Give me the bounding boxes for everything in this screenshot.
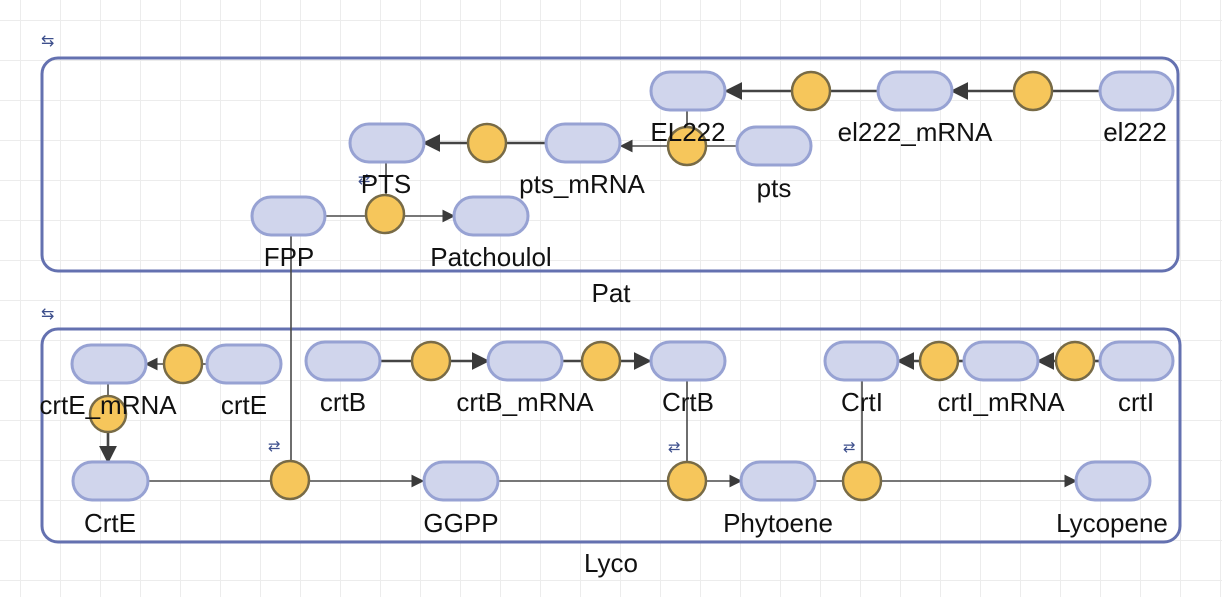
process-crtE-translation[interactable] <box>88 394 128 434</box>
process-ggpp-synthesis[interactable] <box>269 459 311 501</box>
compartment-label-pat: Pat <box>591 278 631 308</box>
species-node-crtE-mrna[interactable] <box>70 343 148 385</box>
species-label-CrtE: CrtE <box>84 508 136 538</box>
compartment-pat[interactable] <box>40 56 1180 273</box>
process-el222-translation[interactable] <box>790 70 832 112</box>
process-crtI-transcription[interactable] <box>1054 340 1096 382</box>
species-node-GGPP[interactable] <box>422 460 500 502</box>
cycle-arrows-icon: ⇆ <box>41 304 54 323</box>
compartment-label-lyco: Lyco <box>584 548 638 578</box>
species-label-FPP: FPP <box>264 242 315 272</box>
compartment-lyco[interactable] <box>40 327 1182 544</box>
species-label-Patchoulol: Patchoulol <box>430 242 551 272</box>
species-node-Lycopene[interactable] <box>1074 460 1152 502</box>
species-label-EL222: EL222 <box>650 117 725 147</box>
species-nodes <box>70 70 1175 502</box>
species-node-pts[interactable] <box>735 125 813 167</box>
reversible-arrows-icon: ⇄ <box>268 437 281 455</box>
species-node-crtE[interactable] <box>205 343 283 385</box>
species-node-crtB[interactable] <box>304 340 382 382</box>
species-label-el222-mrna: el222_mRNA <box>838 117 993 147</box>
species-label-CrtI: CrtI <box>841 387 883 417</box>
species-node-pts-mrna[interactable] <box>544 122 622 164</box>
species-label-GGPP: GGPP <box>423 508 498 538</box>
reversible-arrows-icon: ⇄ <box>668 438 681 456</box>
species-node-CrtI[interactable] <box>823 340 900 382</box>
species-label-crtB-mrna: crtB_mRNA <box>456 387 594 417</box>
species-node-el222-mrna[interactable] <box>876 70 954 112</box>
species-label-pts: pts <box>757 173 792 203</box>
species-node-FPP[interactable] <box>250 195 327 237</box>
species-node-PTS[interactable] <box>348 122 426 164</box>
process-pts-translation[interactable] <box>466 122 508 164</box>
species-node-CrtE[interactable] <box>71 460 150 502</box>
process-el222-transcription[interactable] <box>1012 70 1054 112</box>
process-crtI-translation[interactable] <box>918 340 960 382</box>
process-pts-transcription[interactable] <box>666 125 708 167</box>
species-node-CrtB[interactable] <box>649 340 727 382</box>
species-label-crtE-mrna: crtE_mRNA <box>39 390 177 420</box>
species-label-crtB: crtB <box>320 387 366 417</box>
process-crtE-transcription[interactable] <box>162 343 204 385</box>
species-label-Phytoene: Phytoene <box>723 508 833 538</box>
process-patchoulol-synthesis[interactable] <box>364 193 406 235</box>
species-node-crtI-mrna[interactable] <box>962 340 1040 382</box>
species-label-crtI-mrna: crtI_mRNA <box>937 387 1065 417</box>
process-nodes <box>88 70 1096 502</box>
process-crtB-transcription[interactable] <box>410 340 452 382</box>
species-node-Phytoene[interactable] <box>739 460 817 502</box>
species-label-pts-mrna: pts_mRNA <box>519 169 645 199</box>
cycle-arrows-icon: ⇆ <box>41 31 54 50</box>
process-lycopene-synthesis[interactable] <box>841 460 883 502</box>
species-label-PTS: PTS <box>361 169 412 199</box>
species-node-EL222[interactable] <box>649 70 727 112</box>
reversible-arrows-icon: ⇄ <box>358 170 371 188</box>
species-labels: el222 el222_mRNA EL222 pts pts_mRNA PTS … <box>39 117 1168 538</box>
process-phytoene-synthesis[interactable] <box>666 460 708 502</box>
species-label-CrtB: CrtB <box>662 387 714 417</box>
species-node-crtI[interactable] <box>1098 340 1175 382</box>
species-node-el222[interactable] <box>1098 70 1175 112</box>
species-label-el222: el222 <box>1103 117 1167 147</box>
reversible-arrows-icon: ⇄ <box>843 438 856 456</box>
species-label-crtI: crtI <box>1118 387 1154 417</box>
species-label-Lycopene: Lycopene <box>1056 508 1168 538</box>
species-node-Patchoulol[interactable] <box>452 195 530 237</box>
process-crtB-translation[interactable] <box>580 340 622 382</box>
species-label-crtE: crtE <box>221 390 267 420</box>
species-node-crtB-mrna[interactable] <box>486 340 564 382</box>
